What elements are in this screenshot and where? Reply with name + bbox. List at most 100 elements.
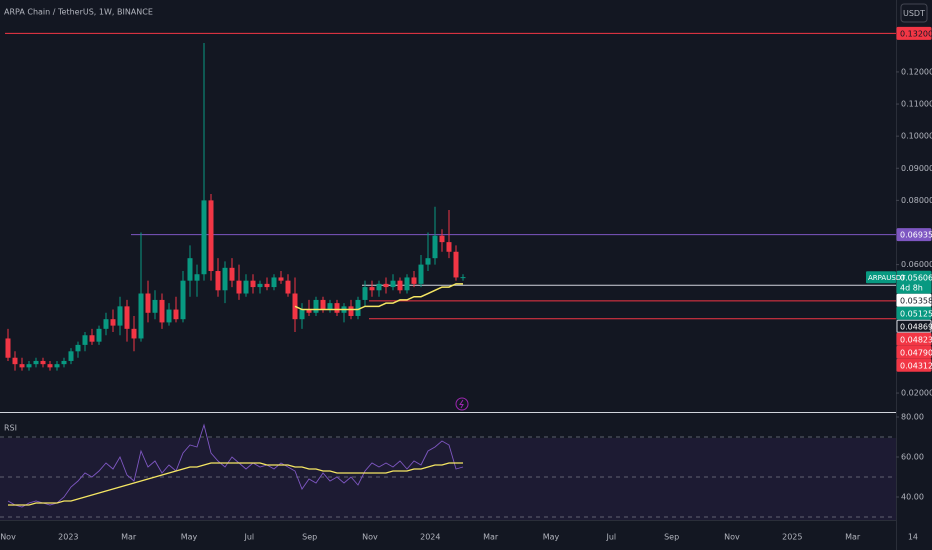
candle-body (124, 306, 130, 329)
candle-body (425, 258, 431, 265)
symbol-tag-box (866, 271, 896, 284)
y-tick-label: 0.11000 (901, 100, 932, 109)
candle-body (19, 364, 25, 368)
symbol-tag: ARPAUSDT (868, 274, 906, 282)
candle-body (159, 299, 165, 323)
candle-body (383, 283, 389, 288)
candle-body (390, 280, 396, 288)
candle-body (194, 274, 200, 281)
candle-body (117, 306, 123, 326)
candle-body (103, 319, 109, 329)
price-label: 0.06935 (900, 231, 932, 240)
y-tick-label: 0.10000 (901, 132, 932, 141)
candle-body (208, 200, 214, 272)
candle-body (152, 299, 158, 313)
price-label: 0.05125 (900, 309, 932, 318)
candle-body (61, 360, 67, 365)
x-tick-label: 14 (908, 533, 918, 542)
candle-body (334, 303, 340, 313)
candle-body (89, 335, 95, 342)
candle-body (40, 360, 46, 365)
candle-body (145, 293, 151, 313)
candle-body (397, 280, 403, 291)
price-label: 0.04869 (900, 322, 932, 331)
candle-body (278, 277, 284, 281)
event-icon[interactable] (455, 397, 469, 411)
x-tick-label: Nov (362, 533, 378, 542)
candle-body (313, 299, 319, 313)
candle-body (257, 283, 263, 288)
x-tick-label: 2025 (782, 533, 802, 542)
candle-body (5, 338, 11, 358)
candle-body (110, 319, 116, 326)
chart-title: ARPA Chain / TetherUS, 1W, BINANCE (4, 8, 153, 17)
currency-button[interactable] (900, 3, 928, 23)
x-tick-label: Sep (664, 533, 679, 542)
x-tick-label: Mar (483, 533, 499, 542)
candle-body (201, 200, 207, 275)
candle-body (418, 264, 424, 284)
candle-body (369, 287, 375, 291)
candle-body (376, 283, 382, 291)
y-tick-label: 0.09000 (901, 164, 932, 173)
candle-body (222, 267, 228, 291)
price-countdown: 4d 8h (900, 283, 923, 292)
candle-body (229, 267, 235, 281)
candle-body (271, 277, 277, 288)
candle-body (404, 277, 410, 291)
price-label-box (896, 345, 932, 359)
x-tick-label: 2023 (58, 533, 78, 542)
x-tick-label: May (543, 533, 560, 542)
candle-body (166, 309, 172, 323)
x-tick-label: Jul (605, 533, 616, 542)
candle-body (180, 280, 186, 320)
rsi-line (8, 462, 463, 506)
price-label: 0.04823 (900, 335, 932, 344)
y-tick-label: 0.06000 (901, 260, 932, 269)
price-label: 0.05358 (900, 296, 932, 305)
candle-body (285, 280, 291, 294)
event-icon-bolt (459, 399, 464, 409)
price-label-box (896, 358, 932, 372)
candle-body (306, 309, 312, 313)
price-label: 0.04790 (900, 348, 932, 357)
price-label-box (896, 228, 932, 242)
candle-body (411, 277, 417, 284)
candle-body (68, 351, 74, 361)
candle-body (138, 293, 144, 339)
candle-body (33, 360, 39, 365)
candle-body (236, 280, 242, 294)
price-label: 0.05606 (900, 273, 932, 282)
candle-body (47, 364, 53, 368)
x-tick-label: May (181, 533, 198, 542)
candle-body (12, 357, 18, 365)
x-tick-label: Nov (0, 533, 16, 542)
y-tick-label: 80.00 (901, 413, 924, 422)
y-tick-label: 0.02000 (901, 389, 932, 398)
price-label-box (896, 26, 932, 40)
y-tick-label: 60.00 (901, 453, 924, 462)
price-label: 0.04312 (900, 361, 932, 370)
price-label-box (896, 270, 932, 294)
candle-body (215, 271, 221, 291)
y-tick-label: 40.00 (901, 493, 924, 502)
x-tick-label: Jul (243, 533, 254, 542)
currency-label[interactable]: USDT (903, 9, 925, 18)
price-label-box (896, 306, 932, 320)
candle-body (432, 235, 438, 259)
rsi-line (7, 423, 464, 508)
candle-body (446, 242, 452, 252)
candle-body (75, 344, 81, 352)
candle-body (243, 280, 249, 294)
candle-body (327, 303, 333, 310)
candle-body (264, 283, 270, 288)
candle-body (460, 277, 466, 279)
y-tick-label: 0.12000 (901, 67, 932, 76)
x-tick-label: Mar (845, 533, 861, 542)
candle-body (320, 299, 326, 310)
price-label: 0.13200 (900, 29, 932, 38)
candle-body (187, 258, 193, 281)
price-label-box (896, 319, 932, 333)
